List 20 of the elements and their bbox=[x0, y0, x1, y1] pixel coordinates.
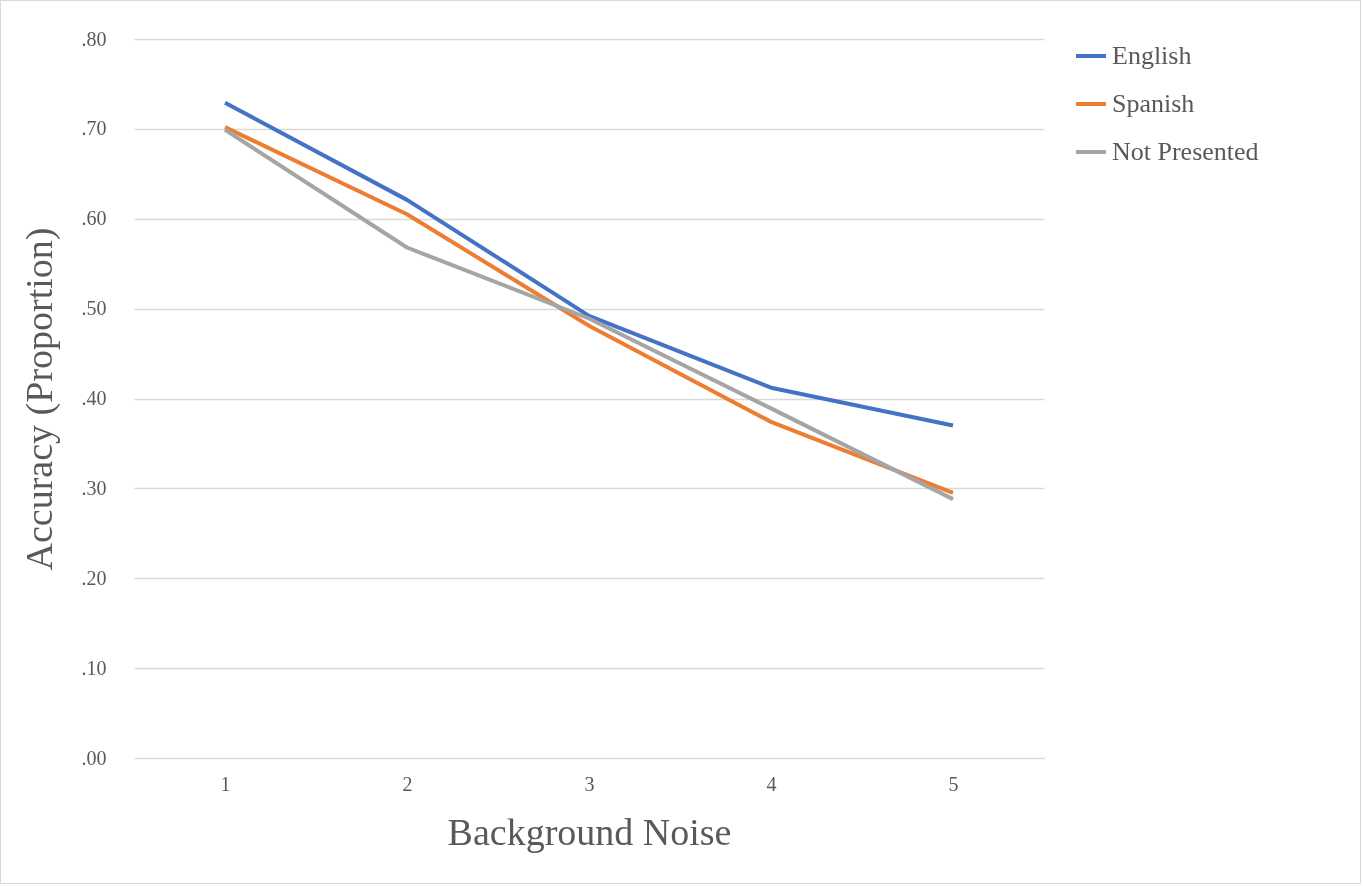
y-axis-title: Accuracy (Proportion) bbox=[17, 227, 61, 571]
legend-label: English bbox=[1112, 41, 1192, 70]
x-tick-label: 5 bbox=[948, 772, 959, 795]
x-tick-label: 2 bbox=[402, 772, 413, 795]
y-tick-label: .40 bbox=[81, 387, 107, 409]
y-tick-label: .00 bbox=[81, 746, 107, 769]
legend-label: Not Presented bbox=[1112, 137, 1259, 166]
x-axis-title: Background Noise bbox=[447, 810, 732, 853]
y-tick-label: .60 bbox=[81, 207, 107, 230]
y-tick-label: .80 bbox=[81, 27, 107, 50]
y-tick-label: .50 bbox=[81, 297, 107, 320]
legend-label: Spanish bbox=[1112, 89, 1195, 118]
y-tick-label: .20 bbox=[81, 566, 107, 589]
x-tick-label: 3 bbox=[584, 772, 595, 795]
x-tick-label: 4 bbox=[766, 772, 777, 795]
x-tick-label: 1 bbox=[220, 772, 231, 795]
line-series bbox=[223, 100, 955, 428]
y-tick-label: .10 bbox=[81, 656, 107, 679]
y-tick-label: .30 bbox=[81, 476, 107, 499]
y-tick-label: .70 bbox=[81, 117, 107, 140]
